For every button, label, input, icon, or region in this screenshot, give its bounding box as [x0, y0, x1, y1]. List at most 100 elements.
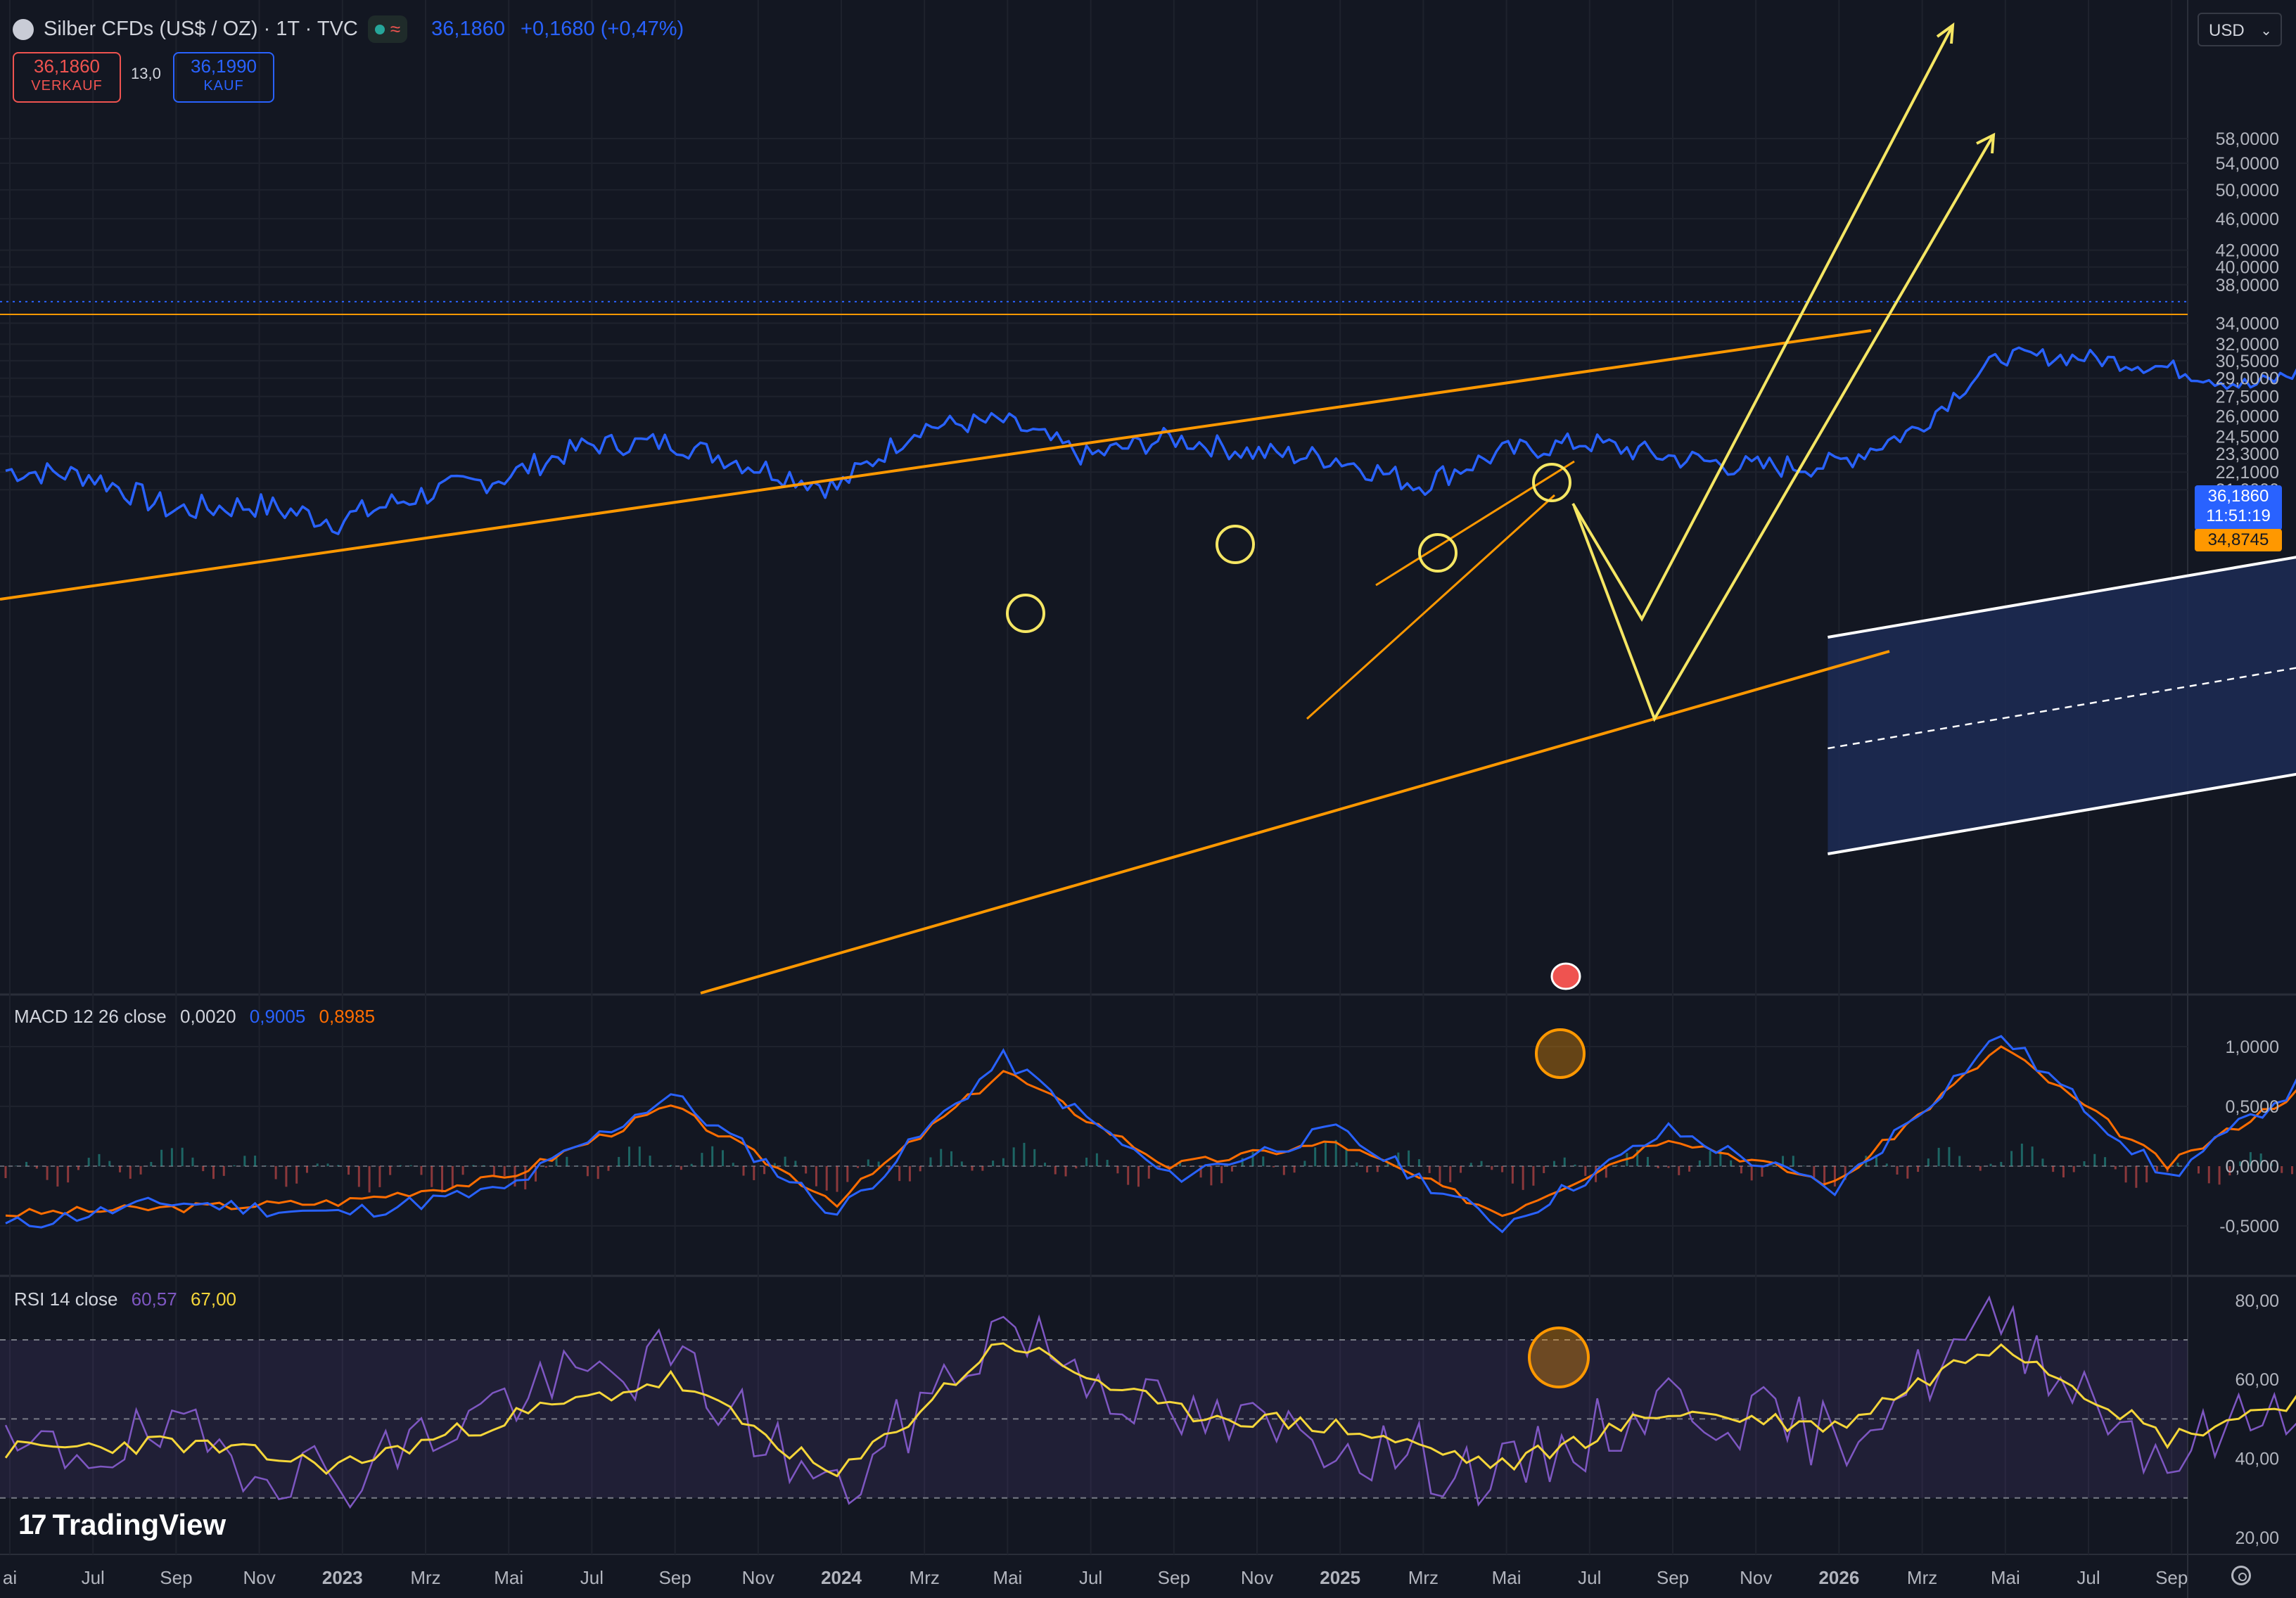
orange-short-trendline	[1306, 494, 1556, 720]
x-tick-label: Jul	[580, 1567, 604, 1588]
x-tick-label: Sep	[160, 1567, 192, 1588]
macd-highlight-circle	[1535, 1028, 1586, 1079]
x-tick-label: Nov	[243, 1567, 275, 1588]
channel-upper-line	[1828, 556, 2296, 639]
orange-lower-trendline	[700, 650, 1890, 995]
brand-name: TradingView	[52, 1508, 227, 1541]
x-tick-label: Mai	[993, 1567, 1022, 1588]
silver-logo-icon	[13, 18, 34, 40]
macd-pane	[0, 1028, 2296, 1234]
symbol-title[interactable]: Silber CFDs (US$ / OZ) · 1T · TVC	[44, 18, 358, 40]
x-tick-label: 2025	[1320, 1567, 1360, 1588]
drawings	[0, 22, 2188, 995]
peak-highlight-circle	[1006, 594, 1045, 633]
y-tick-label: 38,0000	[2216, 276, 2279, 295]
delayed-data-icon: ≈	[390, 18, 401, 39]
y-tick-label: 54,0000	[2216, 154, 2279, 174]
peak-highlight-circle	[1532, 463, 1571, 502]
tradingview-logo[interactable]: 17 TradingView	[18, 1508, 226, 1542]
rsi-y-tick-label: 40,00	[2235, 1450, 2279, 1469]
x-tick-label: Mrz	[910, 1567, 940, 1588]
rsi-pane	[0, 1295, 2296, 1509]
bar-countdown: 11:51:19	[2206, 506, 2271, 525]
x-tick-label: Nov	[1740, 1567, 1772, 1588]
rsi-y-tick-label: 20,00	[2235, 1528, 2279, 1548]
x-tick-label: Mai	[1991, 1567, 2020, 1588]
sell-button[interactable]: 36,1860 VERKAUF	[13, 52, 121, 103]
y-tick-label: 30,5000	[2216, 352, 2279, 371]
x-tick-label: Sep	[1657, 1567, 1689, 1588]
x-tick-label: 2023	[322, 1567, 363, 1588]
projection-arrowhead	[1936, 22, 1955, 44]
x-tick-label: Sep	[2155, 1567, 2188, 1588]
projection-arrowhead	[1976, 132, 1996, 154]
y-tick-label: 40,0000	[2216, 258, 2279, 278]
settings-gear-icon[interactable]	[2231, 1566, 2251, 1585]
x-tick-label: Mrz	[1408, 1567, 1439, 1588]
x-tick-label: 2026	[1818, 1567, 1859, 1588]
tradingview-mark-icon: 17	[18, 1509, 46, 1540]
peak-highlight-circle	[1216, 525, 1255, 564]
projection-path	[1571, 25, 1954, 622]
rsi-highlight-circle	[1528, 1327, 1590, 1388]
macd-line	[5, 1035, 2296, 1234]
projection-path	[1573, 134, 1995, 722]
horizontal-level-tag: 34,8745	[2195, 529, 2282, 551]
macd-title: MACD 12 26 close	[14, 1006, 167, 1027]
x-tick-label: Jul	[82, 1567, 105, 1588]
rsi-ma-line	[4, 1342, 2296, 1478]
rsi-value: 60,57	[131, 1289, 177, 1310]
x-tick-label: Mrz	[1907, 1567, 1937, 1588]
quote-price: 36,1860	[431, 18, 505, 40]
x-tick-label: ai	[3, 1567, 17, 1588]
orange-upper-trendline	[0, 329, 1872, 601]
y-tick-label: 32,0000	[2216, 335, 2279, 354]
y-tick-label: 22,1000	[2216, 463, 2279, 482]
channel-fill	[1828, 557, 2296, 854]
orange-short-trendline	[1375, 460, 1575, 587]
last-price-value: 36,1860	[2207, 487, 2269, 506]
macd-y-tick-label: 1,0000	[2226, 1037, 2279, 1057]
macd-y-tick-label: 0,5000	[2226, 1097, 2279, 1117]
macd-y-tick-label: -0,5000	[2219, 1217, 2279, 1236]
y-tick-label: 27,5000	[2216, 388, 2279, 407]
axes: ai Jul Sep Nov 2023 Mrz Mai Jul Sep Nov 2024 Mrz Mai…	[3, 129, 2279, 1588]
buy-button[interactable]: 36,1990 KAUF	[173, 52, 274, 103]
buy-label: KAUF	[203, 78, 244, 94]
rsi-y-tick-label: 60,00	[2235, 1370, 2279, 1390]
x-tick-label: Jul	[1079, 1567, 1102, 1588]
macd-histogram-value: 0,0020	[180, 1006, 236, 1027]
macd-line-value: 0,9005	[249, 1006, 306, 1027]
x-tick-label: Jul	[1578, 1567, 1601, 1588]
macd-signal-line	[5, 1045, 2296, 1217]
x-tick-label: Mai	[1492, 1567, 1522, 1588]
peak-highlight-circle	[1418, 533, 1458, 573]
x-tick-label: Mai	[494, 1567, 523, 1588]
price-series	[5, 346, 2296, 535]
currency-value: USD	[2209, 21, 2245, 40]
market-open-icon	[374, 24, 385, 34]
x-tick-label: Jul	[2077, 1567, 2100, 1588]
market-status-badge[interactable]: ≈	[367, 15, 408, 43]
y-tick-label: 24,5000	[2216, 427, 2279, 447]
channel-median-line	[1828, 667, 2296, 750]
macd-y-tick-label: 0,0000	[2226, 1157, 2279, 1177]
rsi-legend[interactable]: RSI 14 close 60,57 67,00	[14, 1289, 236, 1310]
y-tick-label: 58,0000	[2216, 129, 2279, 149]
y-tick-label: 46,0000	[2216, 210, 2279, 229]
y-tick-label: 29,0000	[2216, 369, 2279, 389]
currency-select[interactable]: USD ⌄	[2198, 13, 2282, 46]
macd-signal-value: 0,8985	[319, 1006, 376, 1027]
symbol-header[interactable]: Silber CFDs (US$ / OZ) · 1T · TVC ≈ 36,1…	[13, 15, 684, 43]
price-line	[5, 346, 2296, 535]
earnings-flag-icon	[1550, 962, 1581, 990]
chevron-down-icon: ⌄	[2260, 23, 2272, 39]
y-tick-label: 50,0000	[2216, 181, 2279, 200]
channel-lower-line	[1828, 772, 2296, 855]
y-tick-label: 42,0000	[2216, 241, 2279, 261]
sell-label: VERKAUF	[31, 78, 103, 94]
macd-legend[interactable]: MACD 12 26 close 0,0020 0,9005 0,8985	[14, 1006, 375, 1028]
current-quote: 36,1860 +0,1680 (+0,47%)	[431, 18, 684, 41]
